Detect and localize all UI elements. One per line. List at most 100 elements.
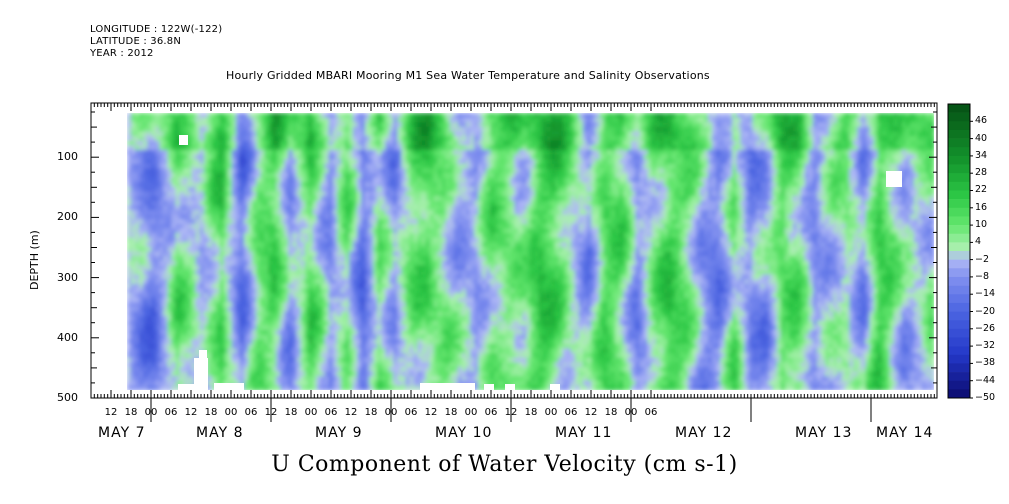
heatmap-cell: [147, 131, 152, 137]
heatmap-cell: [147, 113, 152, 119]
heatmap-cell: [280, 145, 285, 151]
year-label: YEAR : 2012: [90, 48, 154, 59]
heatmap-cell: [203, 246, 209, 253]
heatmap-cell: [280, 168, 285, 174]
heatmap-cell: [437, 136, 443, 142]
heatmap-cell: [381, 260, 386, 266]
heatmap-cell: [143, 343, 148, 350]
heatmap-cell: [207, 325, 213, 331]
heatmap-cell: [312, 126, 318, 133]
heatmap-cell: [312, 265, 318, 271]
heatmap-cell: [135, 311, 140, 317]
heatmap-cell: [336, 209, 342, 216]
heatmap-cell: [187, 320, 193, 326]
heatmap-cell: [381, 117, 386, 123]
heatmap-cell: [389, 191, 394, 197]
heatmap-cell: [195, 117, 201, 123]
heatmap-cell: [252, 274, 257, 280]
heatmap-cell: [389, 182, 394, 188]
heatmap-cell: [445, 353, 451, 359]
heatmap-cell: [159, 113, 164, 119]
heatmap-cell: [361, 269, 366, 276]
heatmap-cell: [199, 306, 205, 313]
heatmap-cell: [280, 163, 285, 169]
heatmap-cell: [179, 376, 185, 382]
heatmap-cell: [292, 131, 298, 137]
heatmap-cell: [179, 228, 185, 234]
heatmap-cell: [421, 293, 427, 299]
heatmap-cell: [268, 113, 273, 119]
heatmap-cell: [348, 177, 354, 183]
heatmap-cell: [223, 329, 229, 336]
heatmap-cell: [159, 122, 164, 128]
heatmap-cell: [344, 173, 350, 179]
heatmap-cell: [397, 113, 402, 119]
heatmap-cell: [397, 371, 402, 377]
heatmap-cell: [461, 159, 467, 165]
heatmap-cell: [207, 196, 213, 202]
heatmap-cell: [272, 233, 277, 239]
heatmap-cell: [215, 269, 221, 276]
heatmap-cell: [429, 154, 435, 160]
heatmap-cell: [409, 223, 415, 230]
heatmap-cell: [143, 265, 148, 271]
heatmap-cell: [312, 117, 318, 123]
heatmap-cell: [292, 320, 298, 326]
heatmap-cell: [320, 320, 326, 326]
heatmap-cell: [340, 256, 346, 262]
heatmap-cell: [328, 173, 334, 179]
heatmap-cell: [320, 269, 326, 276]
heatmap-cell: [139, 214, 144, 220]
heatmap-cell: [155, 260, 160, 266]
heatmap-cell: [377, 173, 382, 179]
heatmap-cell: [239, 265, 245, 271]
heatmap-cell: [429, 279, 435, 285]
heatmap-cell: [171, 149, 177, 156]
heatmap-cell: [405, 177, 411, 183]
heatmap-cell: [143, 311, 148, 317]
heatmap-cell: [405, 131, 411, 137]
heatmap-cell: [344, 214, 350, 220]
heatmap-cell: [183, 159, 189, 165]
heatmap-cell: [175, 246, 181, 253]
heatmap-cell: [421, 154, 427, 160]
heatmap-cell: [369, 191, 374, 197]
heatmap-cell: [312, 316, 318, 322]
heatmap-cell: [348, 173, 354, 179]
heatmap-cell: [340, 325, 346, 331]
heatmap-cell: [433, 265, 439, 271]
heatmap-cell: [308, 145, 314, 151]
heatmap-cell: [429, 353, 435, 359]
heatmap-cell: [252, 205, 257, 211]
heatmap-cell: [151, 320, 156, 326]
heatmap-cell: [264, 186, 269, 193]
heatmap-cell: [324, 260, 330, 266]
heatmap-cell: [377, 353, 382, 359]
heatmap-cell: [143, 126, 148, 133]
heatmap-cell: [264, 353, 269, 359]
heatmap-cell: [361, 186, 366, 193]
heatmap-cell: [231, 117, 237, 123]
heatmap-cell: [377, 288, 382, 294]
heatmap-cell: [357, 320, 362, 326]
heatmap-cell: [336, 182, 342, 188]
heatmap-cell: [235, 306, 241, 313]
heatmap-cell: [203, 149, 209, 156]
heatmap-cell: [227, 274, 233, 280]
heatmap-cell: [244, 320, 249, 326]
heatmap-cell: [219, 334, 225, 340]
heatmap-cell: [332, 223, 338, 230]
heatmap-cell: [195, 306, 201, 313]
heatmap-cell: [135, 228, 140, 234]
heatmap-cell: [425, 283, 431, 290]
heatmap-cell: [139, 265, 144, 271]
heatmap-cell: [397, 334, 402, 340]
heatmap-cell: [276, 385, 281, 390]
heatmap-cell: [280, 357, 285, 363]
heatmap-cell: [316, 126, 322, 133]
heatmap-cell: [385, 154, 390, 160]
heatmap-cell: [308, 131, 314, 137]
heatmap-cell: [377, 279, 382, 285]
heatmap-cell: [175, 200, 181, 206]
heatmap-cell: [223, 191, 229, 197]
